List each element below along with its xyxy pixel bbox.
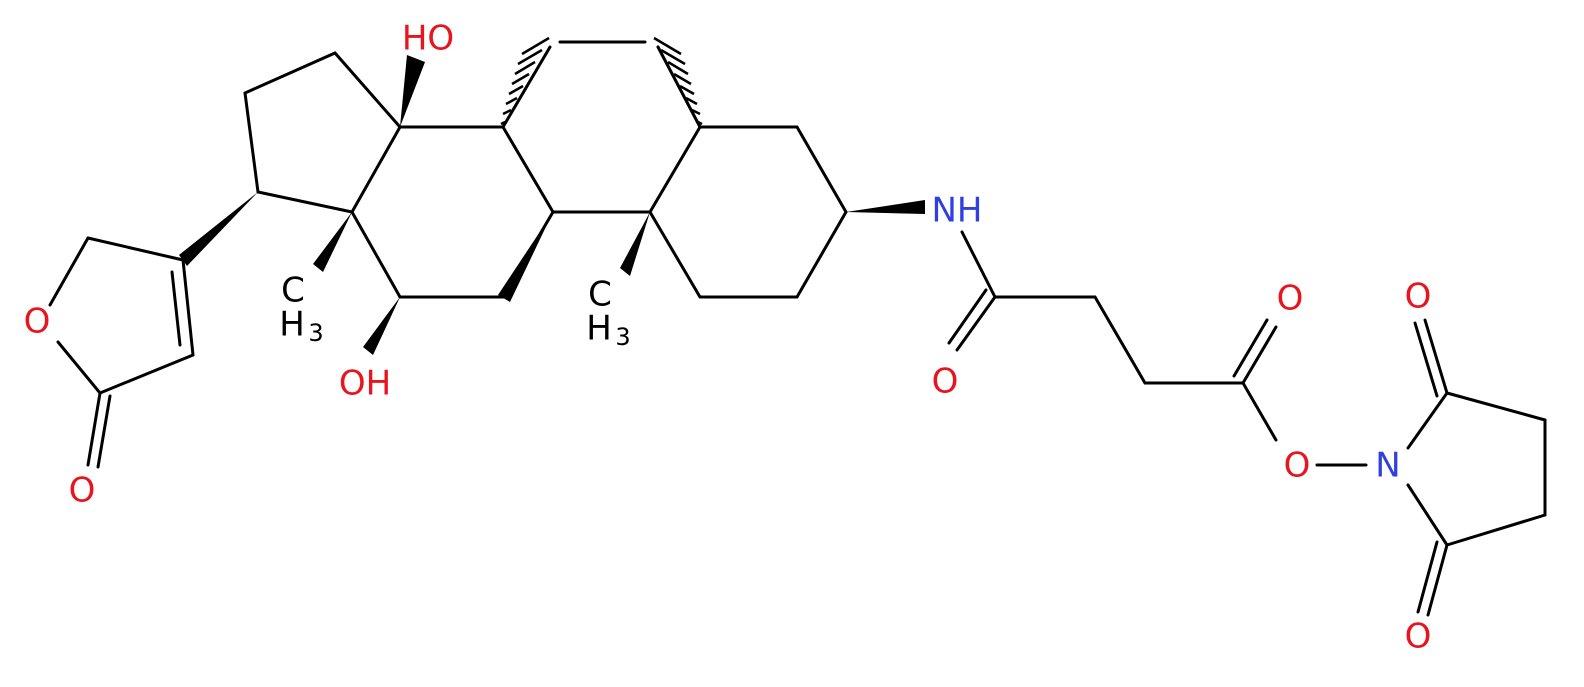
atom-labels: HO OH NH O O O N O O O O C H 3 C H 3 [24,19,1432,657]
methyl-sub: 3 [615,323,630,351]
methyl-h: H [586,309,612,349]
atom-label: O [1284,446,1311,486]
atom-label: N [1375,446,1400,486]
methyl-h: H [279,305,305,345]
atom-label: O [1405,617,1432,657]
atom-label: O [1405,277,1432,317]
methyl-sub: 3 [308,319,323,347]
stereo-bonds [179,36,925,355]
atom-label: O [932,362,959,402]
atom-label: HO [402,19,454,59]
methyl-c: C [281,271,305,311]
atom-label: O [69,471,96,511]
atom-label: NH [932,191,983,231]
atom-label: OH [339,364,391,404]
atom-label: O [1277,279,1304,319]
bonds [48,40,1547,617]
atom-label: O [24,302,51,342]
methyl-c: C [588,275,612,315]
